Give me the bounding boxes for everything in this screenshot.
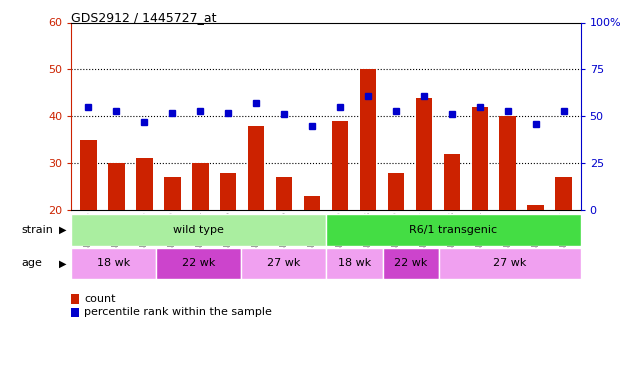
Bar	[156, 248, 241, 279]
Text: percentile rank within the sample: percentile rank within the sample	[84, 307, 273, 317]
Bar	[136, 158, 153, 210]
Bar	[332, 121, 348, 210]
Text: GDS2912 / 1445727_at: GDS2912 / 1445727_at	[71, 11, 217, 24]
Bar	[71, 214, 326, 246]
Text: count: count	[84, 294, 116, 304]
Bar	[276, 177, 292, 210]
Bar	[527, 206, 544, 210]
Bar	[443, 154, 460, 210]
Bar	[241, 248, 326, 279]
Bar	[164, 177, 181, 210]
Bar	[499, 116, 516, 210]
Bar	[555, 177, 572, 210]
Text: 27 wk: 27 wk	[493, 258, 527, 268]
Bar	[471, 107, 488, 210]
Bar	[326, 214, 581, 246]
Bar	[326, 248, 383, 279]
Bar	[388, 172, 404, 210]
Bar	[383, 248, 439, 279]
Bar	[304, 196, 320, 210]
Text: 22 wk: 22 wk	[182, 258, 215, 268]
Text: strain: strain	[22, 225, 53, 235]
Bar	[71, 248, 156, 279]
Bar	[360, 69, 376, 210]
Bar	[439, 248, 581, 279]
Text: age: age	[22, 258, 43, 268]
Bar	[108, 163, 125, 210]
Bar	[415, 98, 432, 210]
Text: 18 wk: 18 wk	[338, 258, 371, 268]
Bar	[80, 140, 97, 210]
Text: R6/1 transgenic: R6/1 transgenic	[409, 225, 497, 235]
Text: ▶: ▶	[59, 225, 66, 235]
Text: 18 wk: 18 wk	[97, 258, 130, 268]
Bar	[192, 163, 209, 210]
Text: wild type: wild type	[173, 225, 224, 235]
Text: 22 wk: 22 wk	[394, 258, 428, 268]
Bar	[220, 172, 237, 210]
Text: 27 wk: 27 wk	[267, 258, 301, 268]
Text: ▶: ▶	[59, 258, 66, 268]
Bar	[248, 126, 265, 210]
